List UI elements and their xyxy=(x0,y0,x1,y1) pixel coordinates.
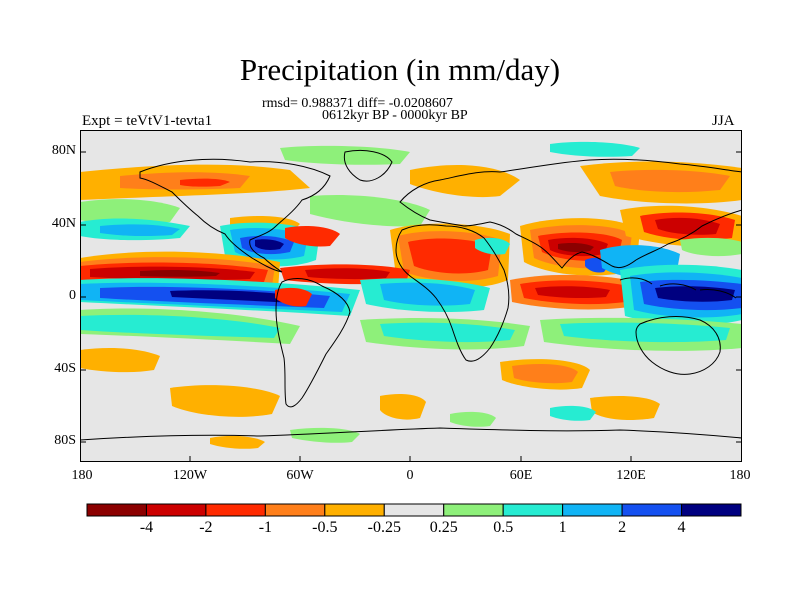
map-frame xyxy=(80,130,742,462)
colorbar-label: 2 xyxy=(618,519,627,536)
tick-marks xyxy=(80,151,742,462)
stats-line: rmsd= 0.988371 diff= -0.0208607 xyxy=(262,96,453,111)
anomaly-region xyxy=(140,269,220,277)
colorbar-label: 0.25 xyxy=(429,519,458,536)
colorbar-swatch xyxy=(86,503,147,517)
plot-title: Precipitation (in mm/day) xyxy=(239,52,561,87)
lon-label: 180 xyxy=(729,468,751,483)
anomaly-region xyxy=(512,364,578,384)
coastlines xyxy=(80,149,742,441)
anomaly-region xyxy=(450,411,496,427)
coastline-europe-asia xyxy=(399,158,742,269)
lon-label: 0 xyxy=(406,468,414,483)
colorbar-label: -1 xyxy=(258,519,273,536)
anomaly-region xyxy=(380,394,426,420)
anomaly-region xyxy=(590,396,660,420)
coastline-north-america xyxy=(139,158,331,273)
anomaly-region xyxy=(680,237,742,257)
anomaly-region xyxy=(610,169,730,193)
anomaly-region xyxy=(380,282,475,306)
coastline-south-america xyxy=(275,278,351,408)
lat-label: 40S xyxy=(54,361,76,376)
colorbar-swatch xyxy=(264,503,326,517)
anomaly-region xyxy=(560,322,730,343)
anomaly-region xyxy=(210,435,265,449)
colorbar-swatch xyxy=(205,503,266,517)
colorbar-swatch xyxy=(443,503,504,517)
anomaly-region xyxy=(275,287,312,307)
colorbar-swatch xyxy=(562,503,623,517)
lon-label: 120E xyxy=(616,468,646,483)
precipitation-map xyxy=(80,130,742,462)
anomaly-region xyxy=(475,237,510,255)
anomaly-region xyxy=(408,238,492,274)
anomaly-region xyxy=(310,194,430,227)
lon-label: 180 xyxy=(71,468,93,483)
anomaly-region xyxy=(550,405,596,421)
lon-label: 120W xyxy=(172,468,208,483)
anomaly-region xyxy=(305,268,390,280)
anomaly-region xyxy=(280,145,410,165)
anomaly-region xyxy=(410,165,520,198)
period-line: 0612kyr BP - 0000kyr BP xyxy=(322,108,468,123)
anomaly-region xyxy=(255,239,284,250)
experiment-label: Expt = teVtV1-tevta1 xyxy=(82,113,213,129)
anomaly-region xyxy=(80,314,280,338)
colorbar-label: 4 xyxy=(677,519,686,536)
colorbar-label: 0.5 xyxy=(493,519,514,536)
season-label: JJA xyxy=(712,113,735,129)
coastline-africa xyxy=(395,224,510,362)
colorbar xyxy=(86,503,742,517)
colorbar-swatch xyxy=(145,503,207,517)
lon-label: 60E xyxy=(509,468,533,483)
colorbar-label: -0.25 xyxy=(367,519,401,536)
anomaly-region xyxy=(290,427,360,443)
lat-label: 80S xyxy=(54,433,76,448)
colorbar-swatch xyxy=(502,503,564,517)
anomaly-region xyxy=(535,286,610,299)
colorbar-swatch xyxy=(621,503,683,517)
colorbar-swatch xyxy=(324,503,385,517)
anomaly-region xyxy=(170,290,300,303)
anomaly-region xyxy=(655,286,735,302)
coastline-antarctica xyxy=(80,427,742,441)
lat-label: 80N xyxy=(51,143,76,158)
lon-label: 60W xyxy=(286,468,314,483)
lat-label: 0 xyxy=(69,288,76,303)
anomaly-region xyxy=(80,348,160,373)
anomaly-region xyxy=(100,224,180,237)
colorbar-swatch xyxy=(681,503,742,517)
coastline-australia xyxy=(635,316,721,375)
colorbar-label: -2 xyxy=(199,519,213,536)
colorbar-label: -4 xyxy=(139,519,154,536)
colorbar-swatch xyxy=(383,503,445,517)
colorbar-label: -0.5 xyxy=(312,519,338,536)
colorbar-label: 1 xyxy=(558,519,567,536)
anomaly-region xyxy=(285,226,340,247)
coastline-greenland xyxy=(343,149,393,182)
anomaly-region xyxy=(550,141,640,157)
anomaly-region xyxy=(558,243,594,253)
coastline-maritime xyxy=(619,277,737,299)
anomaly-region xyxy=(380,322,515,343)
anomaly-region xyxy=(80,199,180,225)
anomaly-region xyxy=(655,217,720,235)
lat-label: 40N xyxy=(51,216,76,231)
anomaly-region xyxy=(180,178,230,187)
anomaly-region xyxy=(170,385,280,417)
